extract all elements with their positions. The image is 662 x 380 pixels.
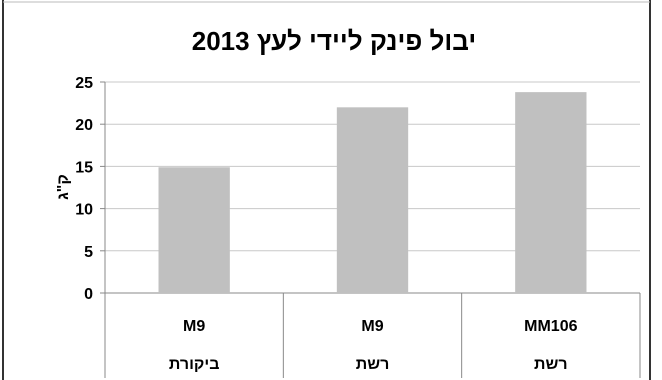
y-tick-label: 0 — [84, 286, 93, 303]
x-category-rootstock-label: M9 — [361, 318, 383, 335]
x-category-rootstock-label: MM106 — [524, 318, 577, 335]
x-category-rootstock-label: M9 — [183, 318, 205, 335]
y-tick-label: 25 — [75, 75, 93, 92]
y-tick-label: 10 — [75, 202, 93, 219]
x-category-net-label: רשת — [534, 356, 568, 373]
x-category-net-label: רשת — [356, 356, 390, 373]
bar — [336, 107, 409, 293]
bar — [515, 92, 587, 294]
y-tick-label: 15 — [75, 159, 93, 176]
y-tick-label: 20 — [75, 117, 93, 134]
x-axis-categories: M9 ביקורת M9 רשת MM106 רשת — [169, 293, 641, 378]
y-tick-label: 5 — [84, 244, 93, 261]
y-axis-label: ק"ג — [55, 174, 72, 200]
y-axis-ticks: 0 5 10 15 20 25 — [75, 75, 105, 303]
chart-title: יבול פינק ליידי לעץ 2013 — [192, 26, 476, 56]
bars — [158, 92, 587, 294]
bar — [158, 167, 230, 293]
x-category-net-label: ביקורת — [169, 356, 220, 373]
